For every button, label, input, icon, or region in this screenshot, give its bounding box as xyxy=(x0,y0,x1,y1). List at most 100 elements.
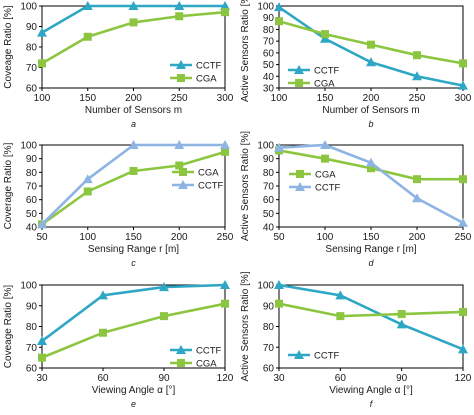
data-point xyxy=(159,282,169,292)
legend-marker xyxy=(295,182,305,191)
y-tick-label: 100 xyxy=(20,281,37,292)
x-tick-label: 250 xyxy=(409,93,426,104)
legend-label: CGA xyxy=(315,170,336,181)
y-tick-label: 30 xyxy=(263,84,275,95)
data-point xyxy=(275,17,283,26)
data-point xyxy=(413,51,421,60)
legend-label: CGA xyxy=(314,79,335,90)
data-point xyxy=(320,33,330,43)
x-tick-label: 300 xyxy=(217,93,234,104)
y-tick-label: 70 xyxy=(26,343,38,354)
y-tick-label: 100 xyxy=(257,2,274,13)
data-point xyxy=(412,193,422,203)
data-point xyxy=(275,299,283,308)
series-cctf xyxy=(274,2,468,90)
data-point xyxy=(37,219,47,229)
x-tick-label: 250 xyxy=(217,232,234,243)
y-axis-label: Active Sensors Ratio [%] xyxy=(240,0,251,102)
series-cga xyxy=(275,299,467,321)
legend-label: CCTF xyxy=(314,351,340,362)
data-point xyxy=(128,1,139,10)
data-point xyxy=(160,312,168,321)
data-point xyxy=(458,80,468,90)
y-tick-label: 90 xyxy=(263,13,275,24)
data-point xyxy=(397,310,406,319)
data-point xyxy=(175,161,184,170)
y-tick-label: 100 xyxy=(20,141,37,152)
x-tick-label: 100 xyxy=(79,232,96,243)
y-tick-label: 60 xyxy=(26,84,38,95)
legend-marker xyxy=(294,350,304,359)
series-cctf xyxy=(37,140,230,229)
y-tick-label: 100 xyxy=(20,2,37,13)
legend: CCTF CGA xyxy=(170,60,222,85)
data-point xyxy=(366,57,376,67)
y-tick-label: 40 xyxy=(263,223,275,234)
y-tick-label: 80 xyxy=(263,322,275,333)
y-tick-label: 80 xyxy=(263,25,275,36)
y-axis-label: Active Sensors Ratio [%] xyxy=(240,131,251,241)
y-tick-label: 50 xyxy=(263,209,275,220)
series-cctf xyxy=(274,140,468,227)
y-tick-label: 70 xyxy=(263,343,275,354)
legend-label: CCTF xyxy=(196,346,222,357)
legend-label: CCTF xyxy=(314,66,340,77)
y-tick-label: 50 xyxy=(263,60,275,71)
data-point xyxy=(221,8,229,17)
x-tick-label: 150 xyxy=(363,232,380,243)
x-tick-label: 200 xyxy=(125,93,142,104)
legend: CCTF CGA xyxy=(170,345,222,370)
x-tick-label: 120 xyxy=(217,373,234,384)
data-point xyxy=(458,344,468,354)
x-tick-label: 90 xyxy=(158,373,170,384)
data-point xyxy=(335,290,346,300)
data-point xyxy=(98,290,108,300)
panel-caption: c xyxy=(131,258,136,268)
data-point xyxy=(83,187,92,196)
y-axis-label: Coveage Ratio [%] xyxy=(3,285,14,369)
data-point xyxy=(412,71,422,81)
y-tick-label: 90 xyxy=(26,154,38,165)
y-tick-label: 90 xyxy=(26,301,38,312)
y-tick-label: 60 xyxy=(26,364,38,375)
legend-label: CCTF xyxy=(198,181,224,192)
x-tick-label: 150 xyxy=(317,93,334,104)
panel-caption: f xyxy=(370,399,374,409)
panel-caption: d xyxy=(368,258,374,268)
y-tick-label: 80 xyxy=(26,322,38,333)
data-point xyxy=(274,280,284,289)
x-tick-label: 250 xyxy=(455,232,472,243)
y-tick-label: 70 xyxy=(26,182,38,193)
y-tick-label: 70 xyxy=(263,37,275,48)
x-tick-label: 100 xyxy=(34,93,51,104)
x-tick-label: 100 xyxy=(271,93,288,104)
data-point xyxy=(413,175,421,184)
x-axis-label: Sensing Range r [m] xyxy=(88,244,179,255)
x-tick-label: 150 xyxy=(79,93,96,104)
panel-caption: b xyxy=(368,119,373,129)
x-tick-label: 60 xyxy=(97,373,109,384)
x-tick-label: 200 xyxy=(363,93,380,104)
data-point xyxy=(82,174,93,184)
x-tick-label: 200 xyxy=(171,232,188,243)
legend-label: CGA xyxy=(196,359,217,370)
panel-caption: a xyxy=(131,119,136,129)
y-axis-label: Active Sensors Ratio [%] xyxy=(240,271,251,381)
legend-marker xyxy=(176,345,186,354)
x-tick-label: 250 xyxy=(171,93,188,104)
data-point xyxy=(367,164,375,173)
legend-label: CGA xyxy=(198,168,219,179)
data-point xyxy=(321,154,329,163)
data-point xyxy=(336,312,345,321)
y-tick-label: 60 xyxy=(263,195,275,206)
data-point xyxy=(174,140,185,149)
data-point xyxy=(459,59,467,68)
x-tick-label: 90 xyxy=(396,373,408,384)
chart-panel-a: 60 70 80 90 100 100 150 200 250 300 Number of Sens… xyxy=(3,1,234,129)
y-tick-label: 40 xyxy=(26,223,38,234)
x-tick-label: 150 xyxy=(125,232,142,243)
data-point xyxy=(175,12,184,21)
